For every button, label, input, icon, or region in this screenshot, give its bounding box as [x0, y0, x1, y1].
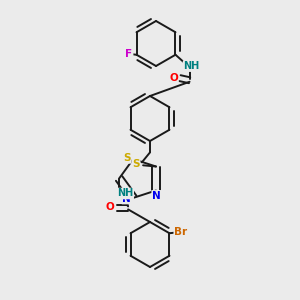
Text: Br: Br	[174, 227, 188, 237]
Text: S: S	[123, 153, 130, 163]
Text: O: O	[169, 73, 178, 82]
Text: NH: NH	[184, 61, 200, 71]
Text: N: N	[122, 194, 131, 203]
Text: F: F	[125, 49, 133, 59]
Text: S: S	[132, 159, 140, 169]
Text: N: N	[152, 191, 161, 201]
Text: O: O	[105, 202, 114, 212]
Text: NH: NH	[117, 188, 133, 199]
